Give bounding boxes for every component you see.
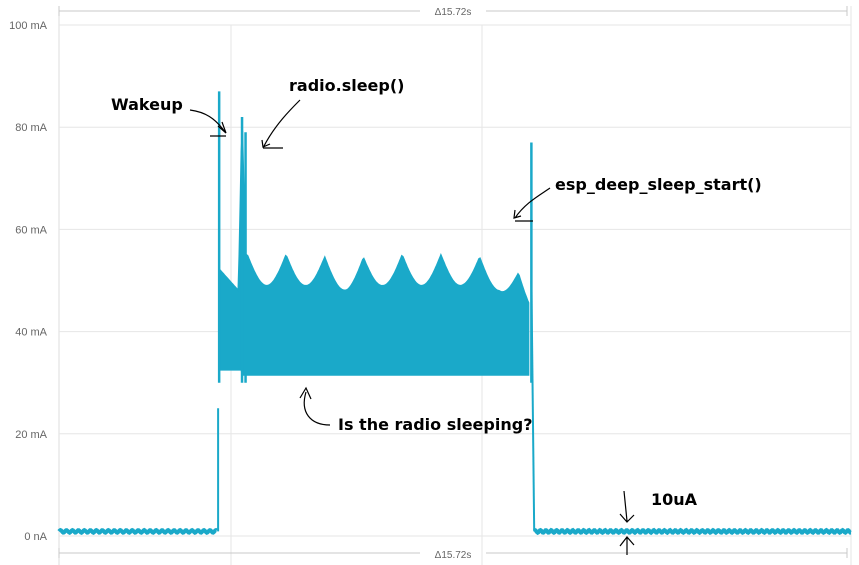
arrow-10ua: [619, 490, 635, 555]
y-tick-label: 40 mA: [15, 327, 47, 339]
annotation-deep-sleep: esp_deep_sleep_start(): [555, 175, 762, 194]
trace-baseline-before: [57, 527, 218, 535]
annotation-radio-question: Is the radio sleeping?: [338, 415, 532, 434]
y-tick-label: 100 mA: [9, 20, 48, 32]
trace-layer: [57, 91, 852, 536]
arrow-wakeup: [189, 109, 227, 137]
annotation-radio-sleep: radio.sleep(): [289, 76, 404, 95]
trace-fall: [530, 280, 536, 532]
arrow-radio-sleep: [261, 99, 301, 149]
y-axis: 0 nA 20 mA 40 mA 60 mA 80 mA 100 mA: [9, 20, 48, 543]
y-tick-label: 0 nA: [24, 531, 47, 543]
annotation-10ua: 10uA: [651, 490, 698, 509]
delta-label-bottom: Δ15.72s: [435, 550, 472, 561]
y-tick-label: 80 mA: [15, 122, 47, 134]
trace-baseline-after: [532, 527, 852, 536]
y-tick-label: 60 mA: [15, 224, 47, 236]
trace-active-band: [219, 130, 530, 376]
arrow-radio-question: [299, 386, 331, 426]
arrow-deep-sleep: [513, 187, 551, 222]
selection-markers[interactable]: Δ15.72s Δ15.72s: [58, 6, 848, 561]
annotation-wakeup: Wakeup: [111, 95, 183, 114]
delta-label-top: Δ15.72s: [435, 7, 472, 18]
y-tick-label: 20 mA: [15, 429, 47, 441]
annotation-layer: Wakeup radio.sleep() esp_deep_sleep_star…: [111, 76, 762, 555]
